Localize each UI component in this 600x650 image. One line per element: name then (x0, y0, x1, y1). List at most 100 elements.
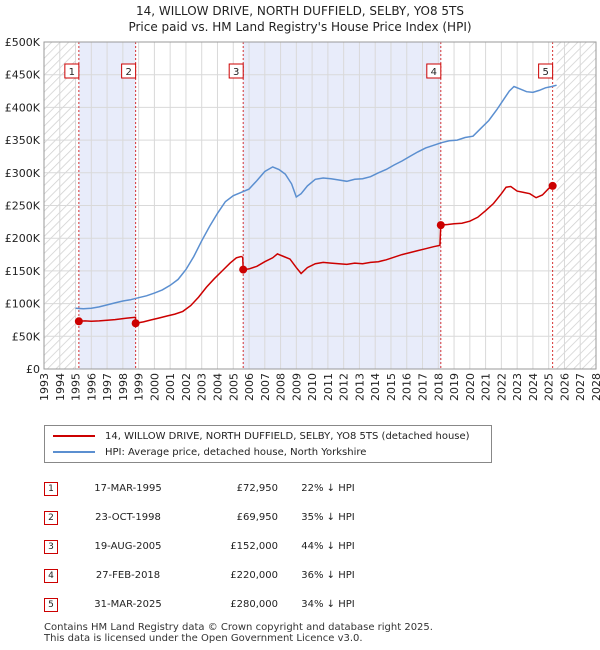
sale-marker-label: 5 (44, 597, 58, 612)
sale-number-box (121, 63, 137, 79)
sale-number-box (228, 63, 244, 79)
y-tick-label: £50K (12, 330, 41, 343)
sale-number-text: 1 (69, 67, 75, 78)
x-tick-label: 2006 (243, 373, 256, 401)
x-tick-label: 2001 (164, 373, 177, 401)
chart-legend: 14, WILLOW DRIVE, NORTH DUFFIELD, SELBY,… (44, 425, 492, 463)
table-row: 2 23-OCT-1998 £69,950 35% ↓ HPI (44, 503, 378, 532)
legend-item-property: 14, WILLOW DRIVE, NORTH DUFFIELD, SELBY,… (53, 429, 470, 443)
x-tick-label: 2008 (275, 373, 288, 401)
x-tick-label: 2025 (543, 373, 556, 401)
x-tick-label: 2004 (211, 373, 224, 401)
x-tick-label: 1999 (133, 373, 146, 401)
x-tick-label: 2015 (385, 373, 398, 401)
sale-price: £72,950 (236, 483, 278, 494)
sale-hpi-diff: 36% ↓ HPI (301, 570, 355, 581)
legend-label-hpi: HPI: Average price, detached house, Nort… (105, 446, 367, 458)
x-tick-label: 1993 (38, 373, 51, 401)
sale-number-text: 2 (125, 67, 131, 78)
sale-hpi-diff: 34% ↓ HPI (301, 599, 355, 610)
sale-number-box (426, 63, 442, 79)
sale-price: £69,950 (236, 512, 278, 523)
x-tick-label: 1995 (70, 373, 83, 401)
footer-notice: Contains HM Land Registry data © Crown c… (44, 622, 433, 644)
sale-marker-label: 1 (44, 481, 58, 496)
sale-point (436, 221, 445, 230)
x-tick-label: 2011 (322, 373, 335, 401)
x-tick-label: 2016 (401, 373, 414, 401)
y-tick-label: £100K (5, 298, 41, 311)
sale-date: 17-MAR-1995 (94, 483, 162, 494)
y-tick-label: £350K (5, 134, 41, 147)
x-tick-label: 2009 (290, 373, 303, 401)
sale-number-text: 4 (431, 67, 437, 78)
legend-swatch-hpi (53, 451, 95, 453)
sale-hpi-diff: 35% ↓ HPI (301, 512, 355, 523)
title-line-2: Price paid vs. HM Land Registry's House … (128, 20, 472, 34)
sale-hpi-diff: 22% ↓ HPI (301, 483, 355, 494)
table-row: 1 17-MAR-1995 £72,950 22% ↓ HPI (44, 474, 378, 503)
x-tick-label: 1998 (117, 373, 130, 401)
property-series-line (78, 185, 557, 325)
y-tick-label: £200K (5, 232, 41, 245)
x-tick-label: 1997 (101, 373, 114, 401)
table-row: 5 31-MAR-2025 £280,000 34% ↓ HPI (44, 590, 378, 619)
x-tick-label: 2002 (180, 373, 193, 401)
footer-line-1: Contains HM Land Registry data © Crown c… (44, 622, 433, 633)
x-tick-label: 2007 (259, 373, 272, 401)
sale-number-box (538, 63, 554, 79)
sale-point (239, 265, 248, 274)
sale-marker-label: 3 (44, 539, 58, 554)
sale-number-text: 3 (233, 67, 239, 78)
x-tick-label: 2000 (148, 373, 161, 401)
x-tick-label: 2010 (306, 373, 319, 401)
sale-price: £152,000 (230, 541, 278, 552)
x-tick-label: 1994 (54, 373, 67, 401)
y-tick-label: £150K (5, 265, 41, 278)
x-tick-label: 2023 (511, 373, 524, 401)
x-tick-label: 2018 (432, 373, 445, 401)
table-row: 3 19-AUG-2005 £152,000 44% ↓ HPI (44, 532, 378, 561)
y-tick-label: £300K (5, 167, 41, 180)
sale-point (74, 317, 83, 326)
sale-point (131, 319, 140, 328)
legend-item-hpi: HPI: Average price, detached house, Nort… (53, 445, 366, 459)
plot-frame (43, 41, 597, 370)
x-tick-label: 1996 (85, 373, 98, 401)
sale-date: 31-MAR-2025 (94, 599, 162, 610)
x-tick-label: 2019 (448, 373, 461, 401)
x-tick-label: 2028 (590, 373, 600, 401)
sale-point (548, 181, 557, 190)
sale-price: £280,000 (230, 599, 278, 610)
x-tick-label: 2026 (558, 373, 571, 401)
footer-line-2: This data is licensed under the Open Gov… (44, 633, 363, 644)
x-tick-label: 2012 (338, 373, 351, 401)
hpi-series-line (75, 84, 557, 310)
x-tick-label: 2022 (495, 373, 508, 401)
x-tick-label: 2003 (196, 373, 209, 401)
x-tick-label: 2020 (464, 373, 477, 401)
title-line-1: 14, WILLOW DRIVE, NORTH DUFFIELD, SELBY,… (135, 4, 465, 18)
legend-label-property: 14, WILLOW DRIVE, NORTH DUFFIELD, SELBY,… (105, 430, 470, 442)
sales-table: 1 17-MAR-1995 £72,950 22% ↓ HPI 2 23-OCT… (44, 474, 378, 619)
sale-number-box (64, 63, 80, 79)
x-tick-label: 2014 (369, 373, 382, 401)
x-tick-label: 2027 (574, 373, 587, 401)
y-tick-label: £0 (26, 363, 40, 376)
table-row: 4 27-FEB-2018 £220,000 36% ↓ HPI (44, 561, 378, 590)
x-tick-label: 2024 (527, 373, 540, 401)
sale-hpi-diff: 44% ↓ HPI (301, 541, 355, 552)
x-tick-label: 2013 (353, 373, 366, 401)
y-tick-label: £500K (5, 36, 41, 49)
sale-date: 27-FEB-2018 (95, 570, 161, 581)
sale-marker-label: 2 (44, 510, 58, 525)
legend-swatch-property (53, 435, 95, 437)
y-tick-label: £400K (5, 101, 41, 114)
sale-date: 19-AUG-2005 (94, 541, 162, 552)
sale-number-text: 5 (542, 67, 548, 78)
x-tick-label: 2017 (417, 373, 430, 401)
sale-date: 23-OCT-1998 (95, 512, 161, 523)
sale-marker-label: 4 (44, 568, 58, 583)
sale-price: £220,000 (230, 570, 278, 581)
